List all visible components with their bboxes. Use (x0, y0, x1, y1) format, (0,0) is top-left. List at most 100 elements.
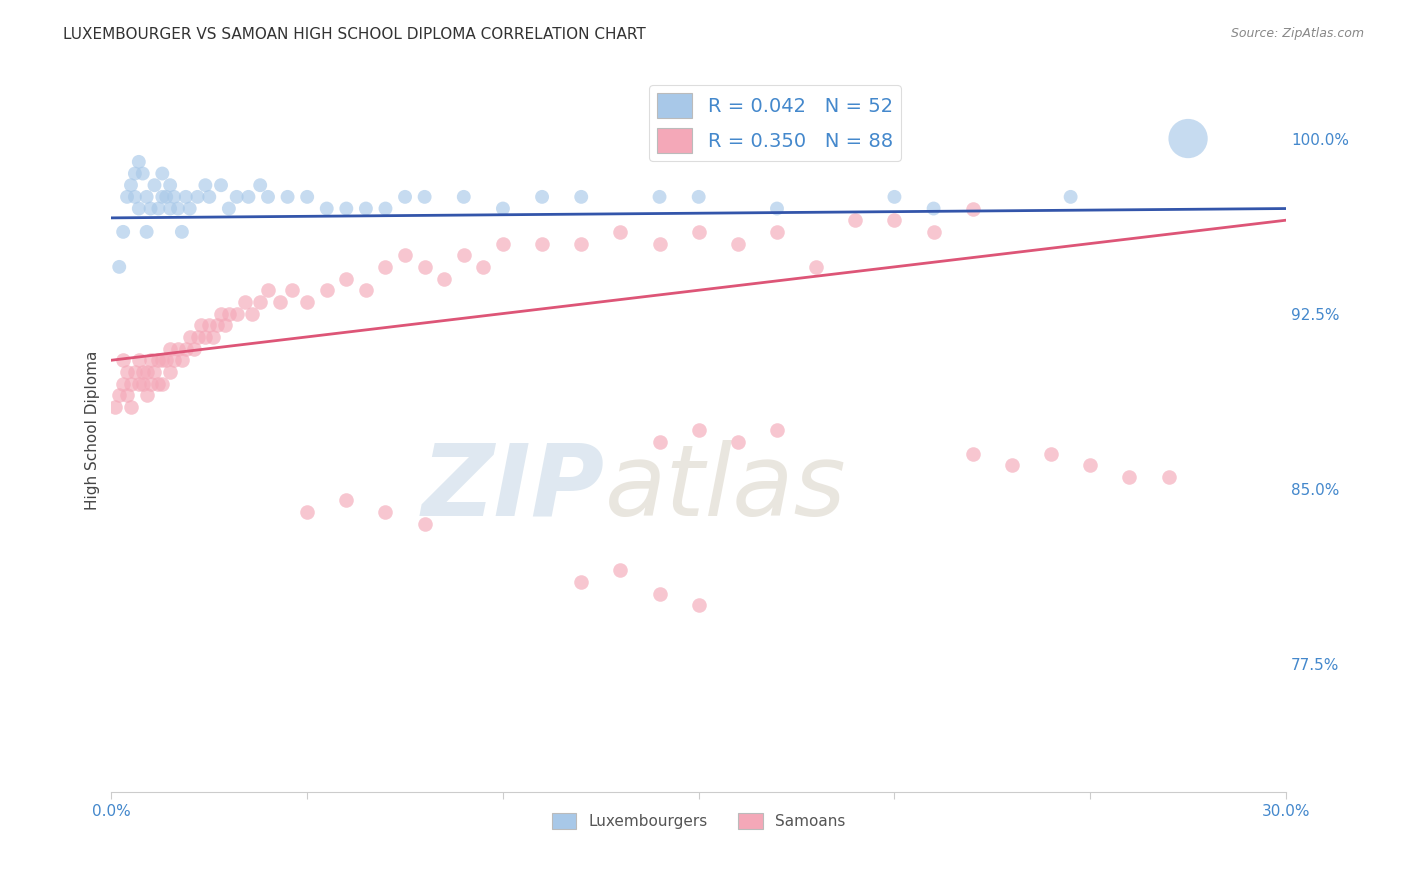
Point (374, 202, 396, 216)
Point (170, 225, 193, 239)
Point (354, 283, 377, 297)
Point (198, 190, 221, 204)
Point (143, 365, 166, 379)
Point (648, 190, 671, 204)
Point (163, 190, 186, 204)
Point (148, 202, 170, 216)
Point (179, 330, 201, 344)
Point (233, 294, 256, 309)
Point (394, 190, 416, 204)
Point (124, 190, 146, 204)
Point (112, 376, 135, 391)
Point (962, 202, 984, 216)
Point (354, 202, 377, 216)
Point (804, 260, 827, 274)
Point (648, 434, 671, 449)
Point (688, 423, 710, 437)
Point (727, 236, 749, 251)
Point (688, 190, 710, 204)
Point (883, 213, 905, 227)
Point (269, 294, 291, 309)
Point (148, 376, 170, 391)
Point (209, 307, 232, 321)
Point (155, 353, 177, 368)
Point (648, 586, 671, 600)
Point (174, 190, 197, 204)
Point (433, 271, 456, 285)
Point (115, 388, 138, 402)
Point (413, 190, 436, 204)
Point (167, 202, 190, 216)
Point (394, 248, 416, 262)
Point (143, 178, 166, 193)
Point (159, 178, 181, 193)
Point (335, 493, 357, 508)
Point (766, 423, 789, 437)
Point (492, 202, 515, 216)
Point (492, 236, 515, 251)
Point (124, 167, 146, 181)
Point (128, 202, 150, 216)
Point (374, 260, 396, 274)
Point (609, 225, 631, 239)
Point (150, 376, 173, 391)
Point (174, 342, 197, 356)
Point (194, 330, 217, 344)
Point (648, 236, 671, 251)
Point (569, 236, 592, 251)
Point (531, 236, 554, 251)
Point (163, 353, 186, 368)
Text: ZIP: ZIP (422, 440, 605, 537)
Point (335, 202, 357, 216)
Point (249, 178, 271, 193)
Point (198, 318, 221, 333)
Point (315, 202, 337, 216)
Point (159, 342, 181, 356)
Point (218, 307, 240, 321)
Point (150, 167, 173, 181)
Point (453, 248, 475, 262)
Point (472, 260, 495, 274)
Point (225, 190, 247, 204)
Point (112, 225, 135, 239)
Point (688, 599, 710, 613)
Point (238, 190, 260, 204)
Point (280, 283, 302, 297)
Point (183, 342, 205, 356)
Point (187, 330, 209, 344)
Point (135, 388, 157, 402)
Point (295, 294, 318, 309)
Point (148, 353, 170, 368)
Point (115, 365, 138, 379)
Point (962, 446, 984, 460)
Point (413, 516, 436, 531)
Point (1040, 446, 1063, 460)
Y-axis label: High School Diploma: High School Diploma (86, 351, 100, 510)
Point (150, 190, 173, 204)
Point (120, 400, 142, 414)
Point (124, 365, 146, 379)
Point (1001, 458, 1024, 473)
Point (727, 434, 749, 449)
Point (159, 202, 181, 216)
Point (170, 353, 193, 368)
Point (205, 318, 228, 333)
Point (883, 190, 905, 204)
Point (132, 365, 155, 379)
Point (225, 307, 247, 321)
Point (335, 271, 357, 285)
Point (218, 202, 240, 216)
Point (257, 190, 280, 204)
Point (167, 342, 190, 356)
Point (150, 353, 173, 368)
Point (453, 190, 475, 204)
Point (1078, 458, 1101, 473)
Point (257, 283, 280, 297)
Point (139, 376, 162, 391)
Point (766, 202, 789, 216)
Point (108, 388, 131, 402)
Legend: Luxembourgers, Samoans: Luxembourgers, Samoans (546, 806, 852, 835)
Text: Source: ZipAtlas.com: Source: ZipAtlas.com (1230, 27, 1364, 40)
Point (132, 167, 155, 181)
Point (295, 190, 318, 204)
